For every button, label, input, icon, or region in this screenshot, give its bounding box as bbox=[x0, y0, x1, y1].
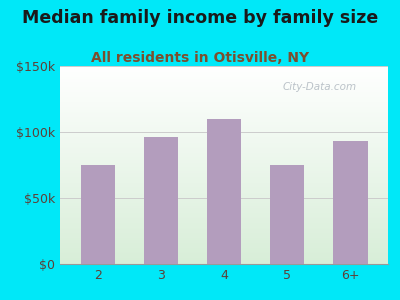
Text: City-Data.com: City-Data.com bbox=[283, 82, 357, 92]
Bar bbox=[80, 165, 115, 264]
Bar bbox=[270, 165, 304, 264]
Text: Median family income by family size: Median family income by family size bbox=[22, 9, 378, 27]
Bar bbox=[333, 141, 368, 264]
Text: All residents in Otisville, NY: All residents in Otisville, NY bbox=[91, 51, 309, 65]
Bar bbox=[144, 137, 178, 264]
Bar bbox=[207, 119, 241, 264]
